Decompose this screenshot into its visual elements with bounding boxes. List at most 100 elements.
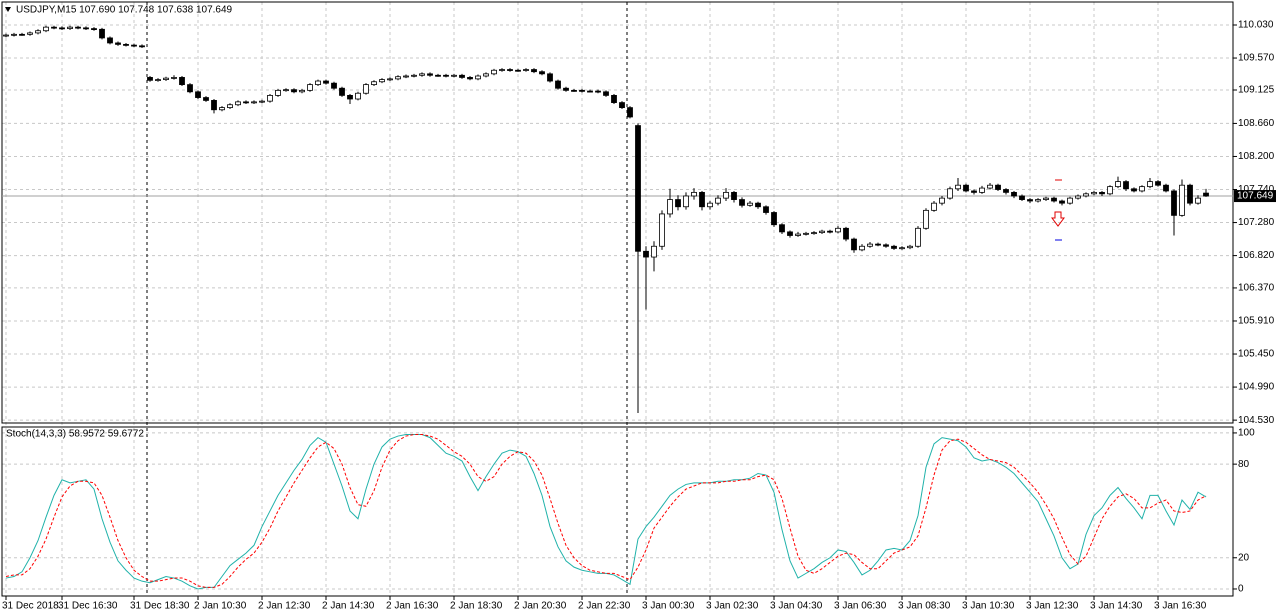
- candle-body: [555, 80, 561, 89]
- y-tick-label: 110.030: [1238, 20, 1274, 31]
- candle-body: [387, 78, 393, 81]
- candle-body: [355, 92, 361, 100]
- x-tick-label: 2 Jan 10:30: [194, 601, 247, 612]
- candle-body: [1083, 193, 1089, 197]
- candle-body: [803, 232, 809, 235]
- candle-body: [1147, 181, 1153, 188]
- candle-body: [619, 102, 625, 109]
- candle-body: [1035, 199, 1041, 202]
- y-tick-label: 105.910: [1238, 316, 1275, 327]
- candle-body: [75, 26, 81, 29]
- candle-body: [771, 212, 777, 226]
- candle-body: [307, 84, 313, 91]
- candle-body: [443, 74, 449, 77]
- candle-body: [123, 43, 129, 46]
- menu-arrow[interactable]: [5, 7, 11, 12]
- candle-body: [283, 89, 289, 92]
- candle-body: [939, 197, 945, 204]
- candle-body: [83, 27, 89, 30]
- candle-body: [1107, 186, 1113, 195]
- y-tick-label: 107.280: [1238, 217, 1275, 228]
- candle-body: [531, 69, 537, 73]
- candle-body: [659, 213, 665, 247]
- candle-body: [523, 69, 529, 71]
- candle-body: [259, 100, 265, 103]
- y-tick-label: 109.125: [1238, 85, 1275, 96]
- x-tick-label: 3 Jan 14:30: [1090, 601, 1143, 612]
- candle-body: [1075, 195, 1081, 199]
- y-tick-label: 108.660: [1238, 118, 1275, 129]
- candle-body: [179, 77, 185, 86]
- candle-body: [787, 231, 793, 236]
- candle-body: [907, 245, 913, 249]
- candle-body: [1003, 189, 1009, 193]
- candle-body: [91, 28, 97, 30]
- candle-body: [971, 190, 977, 193]
- candle-body: [51, 26, 57, 29]
- candle-body: [731, 191, 737, 200]
- candle-body: [339, 87, 345, 96]
- x-tick-label: 31 Dec 2018: [2, 601, 59, 612]
- candle-body: [115, 42, 121, 45]
- candle-body: [1187, 184, 1193, 204]
- candle-body: [579, 89, 585, 92]
- candle-body: [1067, 197, 1073, 204]
- y-tick-label: 105.450: [1238, 349, 1275, 360]
- candle-body: [363, 84, 369, 94]
- x-tick-label: 3 Jan 12:30: [1026, 601, 1079, 612]
- candle-body: [1059, 200, 1065, 204]
- candle-body: [499, 69, 505, 71]
- candle-body: [1171, 190, 1177, 216]
- candle-body: [251, 101, 257, 104]
- x-tick-label: 2 Jan 16:30: [386, 601, 439, 612]
- candle-body: [1051, 197, 1057, 202]
- x-tick-label: 3 Jan 16:30: [1154, 601, 1207, 612]
- candle-body: [931, 202, 937, 211]
- candle-body: [1163, 184, 1169, 192]
- candle-body: [211, 100, 217, 111]
- candle-body: [43, 26, 49, 32]
- x-tick-label: 3 Jan 00:30: [642, 601, 695, 612]
- candle-body: [1043, 197, 1049, 200]
- candle-body: [67, 26, 73, 29]
- candle-body: [1115, 181, 1121, 188]
- x-tick-label: 2 Jan 12:30: [258, 601, 311, 612]
- candle-body: [219, 107, 225, 111]
- candle-body: [163, 77, 169, 80]
- x-tick-label: 2 Jan 20:30: [514, 601, 567, 612]
- candle-body: [675, 199, 681, 208]
- candle-body: [171, 77, 177, 79]
- candle-body: [883, 244, 889, 247]
- candle-body: [1131, 188, 1137, 192]
- candle-body: [723, 191, 729, 199]
- chart-title: USDJPY,M15 107.690 107.748 107.638 107.6…: [16, 5, 233, 16]
- candle-body: [411, 74, 417, 77]
- candle-body: [699, 191, 705, 208]
- candle-body: [987, 184, 993, 189]
- candle-body: [203, 97, 209, 101]
- candle-body: [915, 227, 921, 247]
- candle-body: [995, 184, 1001, 190]
- candle-body: [875, 243, 881, 246]
- candle-body: [379, 79, 385, 83]
- candle-body: [947, 188, 953, 199]
- candle-body: [491, 69, 497, 75]
- y-tick-label: 107.740: [1238, 184, 1275, 195]
- candle-body: [371, 81, 377, 86]
- candle-body: [843, 227, 849, 240]
- candle-body: [859, 245, 865, 251]
- candle-body: [515, 69, 521, 72]
- candle-body: [59, 27, 65, 30]
- x-tick-label: 31 Dec 18:30: [130, 601, 190, 612]
- indicator-title: Stoch(14,3,3) 58.9572 59.6772: [6, 429, 144, 440]
- x-tick-label: 3 Jan 10:30: [962, 601, 1015, 612]
- bid-label: 107.649: [1237, 191, 1274, 202]
- candle-body: [419, 73, 425, 76]
- candle-body: [99, 28, 105, 39]
- candle-body: [427, 73, 433, 76]
- x-tick-label: 3 Jan 02:30: [706, 601, 759, 612]
- bid-label-box: [1234, 190, 1276, 203]
- candle-body: [395, 76, 401, 80]
- x-tick-label: 3 Jan 06:30: [834, 601, 887, 612]
